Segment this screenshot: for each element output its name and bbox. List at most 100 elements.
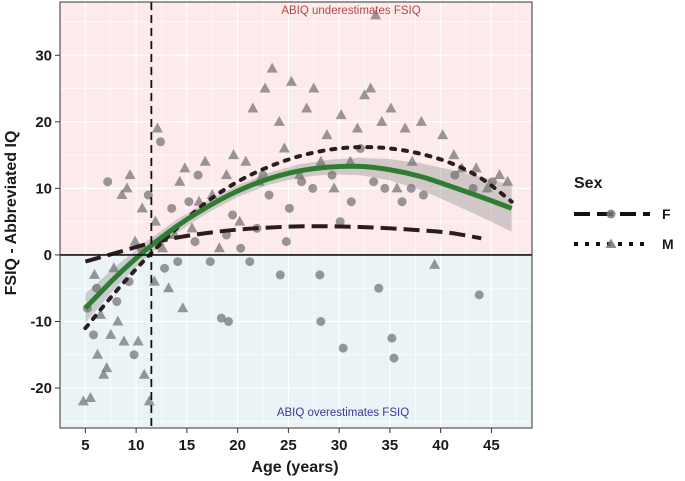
point-f: [103, 177, 113, 187]
x-axis: 5 10 15 20 25 30 35 40 45: [81, 428, 500, 454]
point-m: [121, 182, 133, 193]
point-m: [108, 262, 120, 273]
point-m: [124, 169, 136, 180]
confidence-band: [85, 157, 512, 323]
point-f: [92, 283, 102, 293]
point-f: [316, 317, 326, 326]
x-tick-label: 20: [229, 437, 246, 454]
point-f: [258, 170, 268, 180]
point-m: [157, 242, 169, 253]
point-m: [112, 315, 124, 326]
point-f: [88, 330, 98, 340]
legend-marker-m: [605, 238, 617, 248]
point-m: [399, 122, 411, 133]
point-f: [418, 190, 428, 200]
x-tick-label: 45: [483, 437, 500, 454]
plot-panel: ABIQ underestimates FSIQ ABIQ overestima…: [59, 1, 533, 429]
x-tick-label: 40: [432, 437, 449, 454]
point-m: [351, 122, 363, 133]
region-upper: [60, 2, 532, 255]
legend: Sex F M: [574, 175, 674, 252]
confidence-band-overall: [85, 157, 512, 323]
y-tick-label: 10: [35, 180, 52, 197]
point-m: [92, 348, 104, 359]
point-m: [89, 268, 101, 279]
point-m: [118, 335, 130, 346]
point-f: [308, 183, 318, 193]
point-m: [294, 169, 306, 180]
x-tick-label: 30: [331, 437, 348, 454]
point-m: [186, 222, 198, 233]
x-tick-label: 10: [128, 437, 145, 454]
point-m: [77, 395, 89, 406]
point-f: [315, 270, 325, 280]
point-f: [160, 263, 170, 273]
plot-border: [59, 1, 533, 429]
y-axis-title: FSIQ - Abbreviated IQ: [3, 131, 20, 296]
point-m: [129, 235, 141, 246]
x-tick-label: 5: [81, 437, 89, 454]
point-f: [216, 313, 226, 323]
point-f: [167, 203, 177, 213]
point-m: [328, 182, 340, 193]
point-f: [205, 257, 215, 267]
point-m: [138, 368, 150, 379]
legend-entry-f: F: [574, 206, 671, 222]
point-m: [84, 392, 96, 403]
point-f: [236, 243, 246, 253]
point-m: [174, 175, 186, 186]
point-m: [101, 362, 113, 373]
point-f: [387, 333, 397, 343]
point-m: [116, 189, 128, 200]
point-f: [297, 177, 307, 187]
x-tick-label: 15: [179, 437, 196, 454]
fit-line-m: [83, 145, 514, 331]
legend-entry-m: M: [574, 236, 674, 252]
y-tick-label: 0: [44, 247, 52, 264]
point-m: [273, 115, 285, 126]
point-m: [220, 169, 232, 180]
point-f: [406, 183, 416, 193]
point-m: [335, 109, 347, 120]
point-m: [234, 215, 246, 226]
point-f: [374, 283, 384, 293]
x-tick-label: 25: [280, 437, 297, 454]
point-m: [376, 115, 388, 126]
point-m: [228, 149, 240, 160]
y-axis: -20 -10 0 10 20 30: [30, 47, 60, 397]
point-f: [223, 317, 233, 326]
point-f: [275, 270, 285, 280]
point-f: [264, 190, 274, 200]
point-f: [397, 197, 407, 207]
point-f: [335, 217, 345, 227]
point-m: [415, 115, 427, 126]
point-f: [129, 350, 139, 360]
point-m: [391, 182, 403, 193]
point-f: [173, 257, 183, 267]
point-m: [301, 102, 313, 113]
y-tick-label: -20: [30, 380, 52, 397]
point-f: [468, 183, 478, 193]
point-m: [285, 75, 297, 86]
point-f: [245, 257, 255, 267]
point-m: [481, 182, 493, 193]
point-f: [228, 210, 238, 220]
y-tick-label: 20: [35, 114, 52, 131]
point-m: [321, 129, 333, 140]
fit-line-f: [84, 224, 482, 264]
fit-lines: [83, 145, 514, 331]
point-m: [344, 155, 356, 166]
point-m: [98, 368, 110, 379]
point-f: [380, 183, 390, 193]
point-f: [284, 203, 294, 213]
point-m: [266, 62, 278, 73]
point-m: [429, 258, 441, 269]
point-m: [359, 89, 371, 100]
point-m: [308, 82, 320, 93]
point-m: [470, 162, 482, 173]
legend-title: Sex: [574, 175, 603, 192]
point-m: [502, 175, 514, 186]
legend-label-m: M: [662, 236, 674, 252]
point-m: [259, 82, 271, 93]
point-f: [450, 170, 460, 180]
